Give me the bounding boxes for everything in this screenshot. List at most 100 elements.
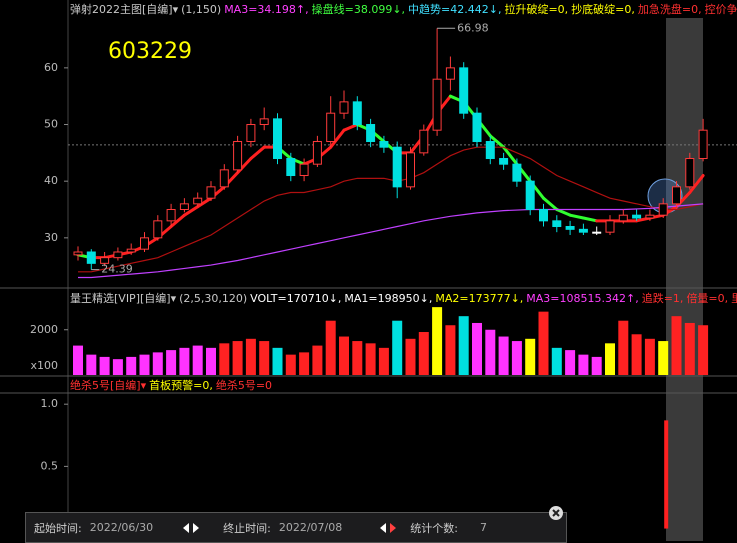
volume-bar (73, 345, 83, 375)
y-tick-label: 0.5 (41, 459, 59, 472)
stock-code: 603229 (108, 39, 192, 64)
candle-body (259, 118, 269, 126)
header-item: 弹射2022主图[自编]▾ (70, 3, 179, 16)
volume-bar (392, 320, 403, 375)
volume-bar (126, 356, 137, 375)
candle-body (126, 248, 136, 253)
candle-body (193, 197, 203, 205)
header-item: 里王=0 (731, 292, 737, 305)
volume-bar (112, 359, 123, 375)
header-item: MA2=173777↓, (435, 291, 524, 305)
candle-body (219, 169, 229, 188)
candle-body (179, 203, 189, 211)
volume-bar (378, 347, 389, 375)
candle-body (578, 228, 588, 233)
candle-body (406, 152, 415, 188)
candle-body (592, 231, 602, 234)
signal-header: 绝杀5号[自编]▾ 首板预警=0, 绝杀5号=0 (70, 377, 737, 393)
low-label: 24.39 (101, 263, 133, 276)
volume-bar (245, 338, 256, 375)
candle-body (86, 251, 96, 264)
main-header: 弹射2022主图[自编]▾ (1,150) MA3=34.198↑, 操盘线=38.0… (70, 1, 737, 17)
volume-bar (525, 338, 536, 375)
ma-line-segment (568, 213, 585, 220)
volume-bar (86, 354, 97, 375)
volume-bar (644, 338, 655, 375)
volume-bar (445, 325, 456, 375)
end-date: 2022/07/08 (278, 521, 343, 534)
date-stepper[interactable] (380, 522, 397, 533)
candle-body (539, 209, 548, 222)
volume-header: 量王精选[VIP][自编]▾ (2,5,30,120) VOLT=170710↓, M… (70, 290, 737, 306)
volume-bar (272, 347, 283, 375)
volume-bar (192, 345, 203, 375)
header-item: VOLT=170710↓, (250, 291, 342, 305)
ma-line (78, 203, 704, 279)
volume-bar (166, 350, 177, 375)
volume-bar (578, 354, 589, 375)
start-label: 起始时间: (34, 521, 82, 535)
ma-line-segment (555, 208, 572, 217)
ma-line-segment (502, 145, 519, 166)
ma-line-segment (488, 134, 506, 149)
candle-body (565, 226, 575, 230)
header-item: 拉升破绽=0, (504, 3, 569, 16)
volume-bar (352, 341, 363, 375)
header-item: 抄底破绽=0, (571, 3, 635, 16)
candle-body (605, 220, 615, 233)
volume-bar (551, 347, 562, 375)
volume-bar (219, 343, 230, 375)
header-item: 操盘线=38.099↓, (311, 3, 406, 16)
volume-bar (99, 356, 110, 375)
signal-bar (664, 420, 669, 529)
candle-body (113, 251, 123, 259)
candle-body (499, 158, 509, 165)
candle-body (525, 180, 535, 211)
candle-body (432, 78, 442, 131)
y-tick-label: 2000 (30, 323, 58, 336)
candle-body (352, 101, 362, 126)
volume-bar (538, 311, 549, 375)
candle-body (166, 209, 176, 222)
candle-body (379, 141, 389, 148)
candle-body (445, 67, 455, 80)
volume-bar (339, 336, 349, 375)
header-item: 中趋势=42.442↓, (408, 3, 502, 16)
volume-bar (684, 322, 695, 375)
candle-body (419, 129, 429, 154)
header-item: 绝杀5号[自编]▾ (70, 379, 147, 392)
volume-bar (698, 325, 709, 375)
volume-bar (299, 352, 310, 375)
candle-body (618, 214, 628, 222)
volume-bar (511, 341, 522, 375)
volume-bar (498, 336, 509, 375)
volume-bar (605, 343, 615, 375)
count-label: 统计个数: (410, 521, 458, 535)
candle-body (100, 257, 110, 264)
ma-line (78, 146, 704, 273)
volume-bar (259, 341, 270, 375)
volume-bar (405, 338, 416, 375)
header-item: 首板预警=0, (149, 379, 213, 392)
volume-bar (658, 341, 669, 375)
header-item: (1,150) (181, 2, 222, 16)
volume-bar (631, 334, 642, 375)
candle-body (672, 186, 681, 205)
candle-body (206, 186, 216, 199)
volume-bar (671, 316, 682, 375)
candle-body (73, 251, 83, 256)
candle-body (153, 220, 163, 239)
header-item: MA1=198950↓, (344, 291, 433, 305)
ma-line-segment (581, 216, 599, 223)
date-stepper[interactable] (183, 522, 200, 533)
header-item: (2,5,30,120) (179, 291, 248, 305)
ma-line-segment (342, 123, 359, 132)
volume-bar (485, 329, 496, 375)
volume-bar (179, 347, 190, 375)
candle-body (645, 214, 655, 219)
candle-body (552, 220, 562, 228)
ma-line-segment (688, 174, 705, 195)
close-button[interactable] (548, 505, 564, 521)
